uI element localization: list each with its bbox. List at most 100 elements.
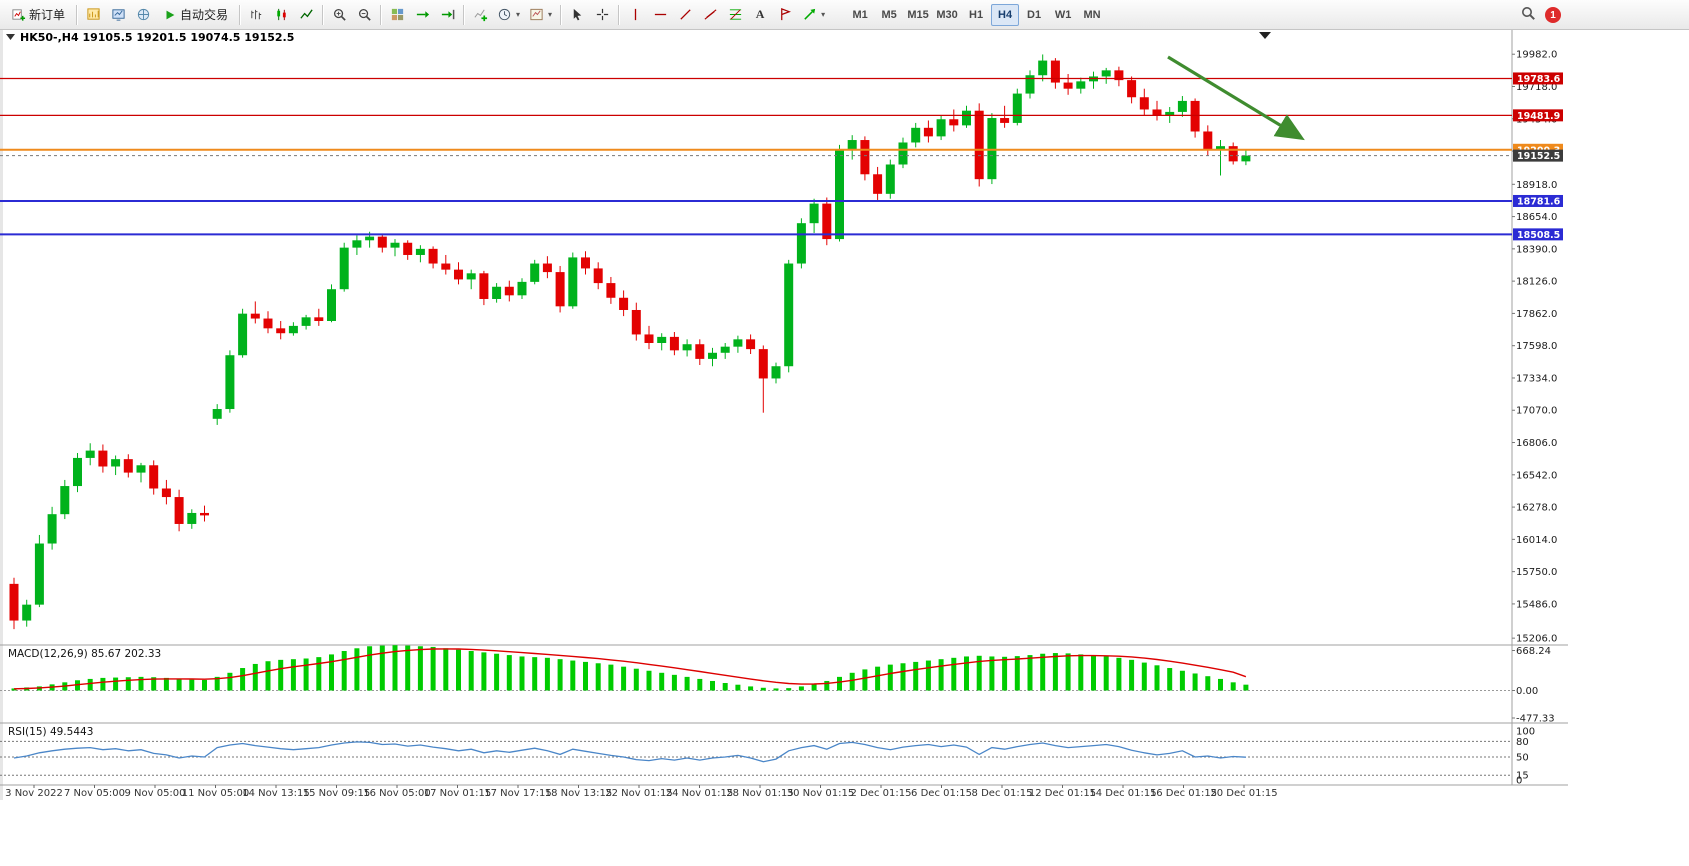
channel-icon xyxy=(703,7,718,22)
price-axis-label: 18654.0 xyxy=(1516,212,1557,223)
bull-candle xyxy=(784,263,794,367)
bull-candle xyxy=(885,164,895,194)
bull-candle xyxy=(657,336,667,344)
bull-candle xyxy=(936,119,946,137)
time-axis-label: 17 Nov 17:15 xyxy=(484,788,551,799)
bull-candle xyxy=(34,543,44,605)
tile-windows-button[interactable] xyxy=(385,3,409,27)
macd-histogram-bar xyxy=(138,676,144,691)
channel-button[interactable] xyxy=(698,3,722,27)
bull-candle xyxy=(1216,146,1225,150)
chart-shift-button[interactable] xyxy=(435,3,459,27)
symbol-ohlc-title: HK50-,H4 19105.5 19201.5 19074.5 19152.5 xyxy=(20,31,294,44)
trendline-button[interactable] xyxy=(673,3,697,27)
resistance-line-price-label xyxy=(1513,72,1563,85)
chevron-down-icon: ▾ xyxy=(821,9,826,19)
horizontal-line-button[interactable] xyxy=(648,3,672,27)
periods-button[interactable]: ▾ xyxy=(493,3,524,27)
navigator-button[interactable] xyxy=(131,3,155,27)
indicators-button[interactable] xyxy=(468,3,492,27)
chart-shift-marker[interactable] xyxy=(1259,32,1271,39)
support-line-price-label xyxy=(1513,194,1563,207)
search-icon[interactable] xyxy=(1520,5,1536,26)
line-chart-button[interactable] xyxy=(294,3,318,27)
auto-scroll-button[interactable] xyxy=(410,3,434,27)
trend-annotation-arrow[interactable] xyxy=(1167,55,1305,141)
timeframe-m30[interactable]: M30 xyxy=(933,4,961,26)
macd-histogram-bar xyxy=(113,677,119,691)
bull-candle xyxy=(911,127,921,143)
zoom-out-button[interactable] xyxy=(352,3,376,27)
bear-candle xyxy=(631,309,641,335)
macd-histogram-bar xyxy=(1129,659,1135,691)
fibonacci-button[interactable] xyxy=(723,3,747,27)
macd-histogram-bar xyxy=(290,659,296,691)
bull-candle xyxy=(85,450,95,458)
bull-candle xyxy=(301,317,311,326)
market-watch-button[interactable] xyxy=(106,3,130,27)
price-axis-label: 17070.0 xyxy=(1516,406,1557,417)
new-order-button[interactable]: 新订单 xyxy=(4,3,72,27)
cursor-button[interactable] xyxy=(565,3,589,27)
new-chart-button[interactable] xyxy=(81,3,105,27)
time-axis-label: 20 Dec 01:15 xyxy=(1210,788,1277,799)
macd-histogram-bar xyxy=(646,670,652,691)
macd-axis-label: -477.33 xyxy=(1516,714,1555,725)
arrows-tool-button[interactable]: ▾ xyxy=(798,3,829,27)
timeframe-m5[interactable]: M5 xyxy=(875,4,903,26)
macd-histogram-bar xyxy=(595,663,601,691)
one-click-trading-toggle[interactable] xyxy=(6,34,15,40)
macd-histogram-bar xyxy=(989,656,995,691)
time-axis-label: 24 Nov 01:15 xyxy=(666,788,733,799)
bear-candle xyxy=(200,512,209,516)
macd-histogram-bar xyxy=(1065,653,1071,691)
zoom-in-button[interactable] xyxy=(327,3,351,27)
timeframe-h4[interactable]: H4 xyxy=(991,3,1020,26)
timeframe-d1[interactable]: D1 xyxy=(1020,4,1048,26)
text-tool-button[interactable]: A xyxy=(748,3,772,27)
price-label-text: 18508.5 xyxy=(1517,230,1560,241)
bar-chart-button[interactable] xyxy=(244,3,268,27)
macd-histogram-bar xyxy=(608,664,614,691)
bear-candle xyxy=(1152,109,1162,116)
rsi-axis-label: 0 xyxy=(1516,776,1522,787)
toolbar-separator xyxy=(322,4,324,25)
time-axis-label: 18 Nov 13:15 xyxy=(545,788,612,799)
macd-histogram-bar xyxy=(684,676,690,691)
macd-histogram-bar xyxy=(913,661,919,691)
rsi-axis-label: 100 xyxy=(1516,727,1535,738)
macd-histogram-bar xyxy=(1002,656,1008,691)
notification-badge[interactable]: 1 xyxy=(1545,7,1561,23)
bear-candle xyxy=(314,317,324,321)
macd-histogram-bar xyxy=(481,652,487,691)
label-tool-button[interactable] xyxy=(773,3,797,27)
time-axis-label: 22 Nov 01:15 xyxy=(605,788,672,799)
macd-histogram-bar xyxy=(1179,670,1185,691)
clock-icon xyxy=(497,7,512,22)
timeframe-m1[interactable]: M1 xyxy=(846,4,874,26)
bull-candle xyxy=(22,604,32,621)
rsi-axis-label: 50 xyxy=(1516,753,1529,764)
auto-trading-icon xyxy=(163,8,177,22)
timeframe-m15[interactable]: M15 xyxy=(904,4,932,26)
vertical-line-icon xyxy=(628,7,643,22)
timeframe-mn[interactable]: MN xyxy=(1078,4,1106,26)
timeframe-w1[interactable]: W1 xyxy=(1049,4,1077,26)
macd-histogram-bar xyxy=(278,659,284,691)
auto-trading-button[interactable]: 自动交易 xyxy=(156,3,235,27)
crosshair-button[interactable] xyxy=(590,3,614,27)
bear-candle xyxy=(822,203,832,240)
templates-button[interactable]: ▾ xyxy=(525,3,556,27)
macd-histogram-bar xyxy=(430,646,436,691)
time-axis-label: 2 Dec 01:15 xyxy=(851,788,912,799)
timeframe-h1[interactable]: H1 xyxy=(962,4,990,26)
macd-histogram-bar xyxy=(976,655,982,691)
new-order-icon xyxy=(11,7,26,22)
bull-candle xyxy=(1241,155,1251,162)
candlestick-chart-button[interactable] xyxy=(269,3,293,27)
bull-candle xyxy=(327,289,336,321)
vertical-line-button[interactable] xyxy=(623,3,647,27)
price-axis-label: 18390.0 xyxy=(1516,244,1557,255)
bear-candle xyxy=(98,450,108,467)
